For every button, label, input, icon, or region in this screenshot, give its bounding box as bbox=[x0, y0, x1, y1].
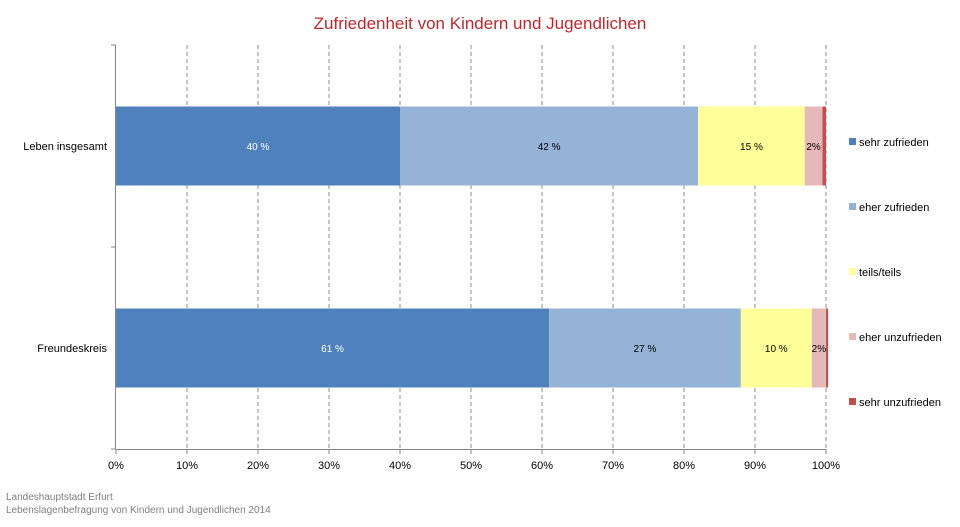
legend-swatch bbox=[849, 138, 856, 145]
data-label: 10 % bbox=[765, 344, 788, 355]
bar-segment bbox=[549, 308, 741, 388]
x-tick-label: 90% bbox=[744, 460, 766, 472]
data-label: 27 % bbox=[634, 344, 657, 355]
bar-segment bbox=[826, 308, 829, 388]
x-tick-label: 60% bbox=[531, 460, 553, 472]
legend-swatch bbox=[849, 268, 856, 275]
x-tick-label: 100% bbox=[812, 460, 840, 472]
source-line-2: Lebenslagenbefragung von Kindern und Jug… bbox=[6, 505, 271, 516]
x-tick-label: 50% bbox=[460, 460, 482, 472]
bar-segment bbox=[804, 106, 823, 186]
data-label: 40 % bbox=[247, 142, 270, 153]
bar-segment bbox=[811, 308, 826, 388]
legend-swatch bbox=[849, 203, 856, 210]
plot-area: 40 % 42 % 15 % 2% Leben insgesamt 61 % 27 % 10 … bbox=[23, 44, 840, 472]
legend-label: sehr unzufrieden bbox=[859, 397, 941, 409]
data-label: 2% bbox=[806, 142, 821, 153]
legend-label: eher zufrieden bbox=[859, 202, 929, 214]
x-tick-label: 30% bbox=[318, 460, 340, 472]
legend-label: eher unzufrieden bbox=[859, 332, 942, 344]
source-line-1: Landeshauptstadt Erfurt bbox=[6, 492, 113, 503]
legend-label: teils/teils bbox=[859, 267, 902, 279]
chart-title: Zufriedenheit von Kindern und Jugendlich… bbox=[314, 14, 647, 33]
bar-segment bbox=[698, 106, 805, 186]
x-tick-label: 20% bbox=[247, 460, 269, 472]
x-tick-label: 0% bbox=[108, 460, 124, 472]
category-label: Leben insgesamt bbox=[23, 141, 107, 153]
x-tick-label: 10% bbox=[176, 460, 198, 472]
x-tick-label: 40% bbox=[389, 460, 411, 472]
legend-swatch bbox=[849, 398, 856, 405]
data-label: 2% bbox=[812, 344, 827, 355]
x-tick-label: 80% bbox=[673, 460, 695, 472]
data-label: 61 % bbox=[321, 344, 344, 355]
legend-swatch bbox=[849, 333, 856, 340]
bar-segment bbox=[740, 308, 812, 388]
data-label: 15 % bbox=[740, 142, 763, 153]
legend: sehr zufrieden eher zufrieden teils/teils e… bbox=[849, 137, 942, 409]
bar-segment bbox=[822, 106, 826, 186]
data-label: 42 % bbox=[538, 142, 561, 153]
legend-label: sehr zufrieden bbox=[859, 137, 929, 149]
bar-segment bbox=[116, 106, 400, 186]
bar-segment bbox=[116, 308, 550, 388]
bar-segment bbox=[400, 106, 699, 186]
category-label: Freundeskreis bbox=[37, 343, 107, 355]
x-tick-label: 70% bbox=[602, 460, 624, 472]
